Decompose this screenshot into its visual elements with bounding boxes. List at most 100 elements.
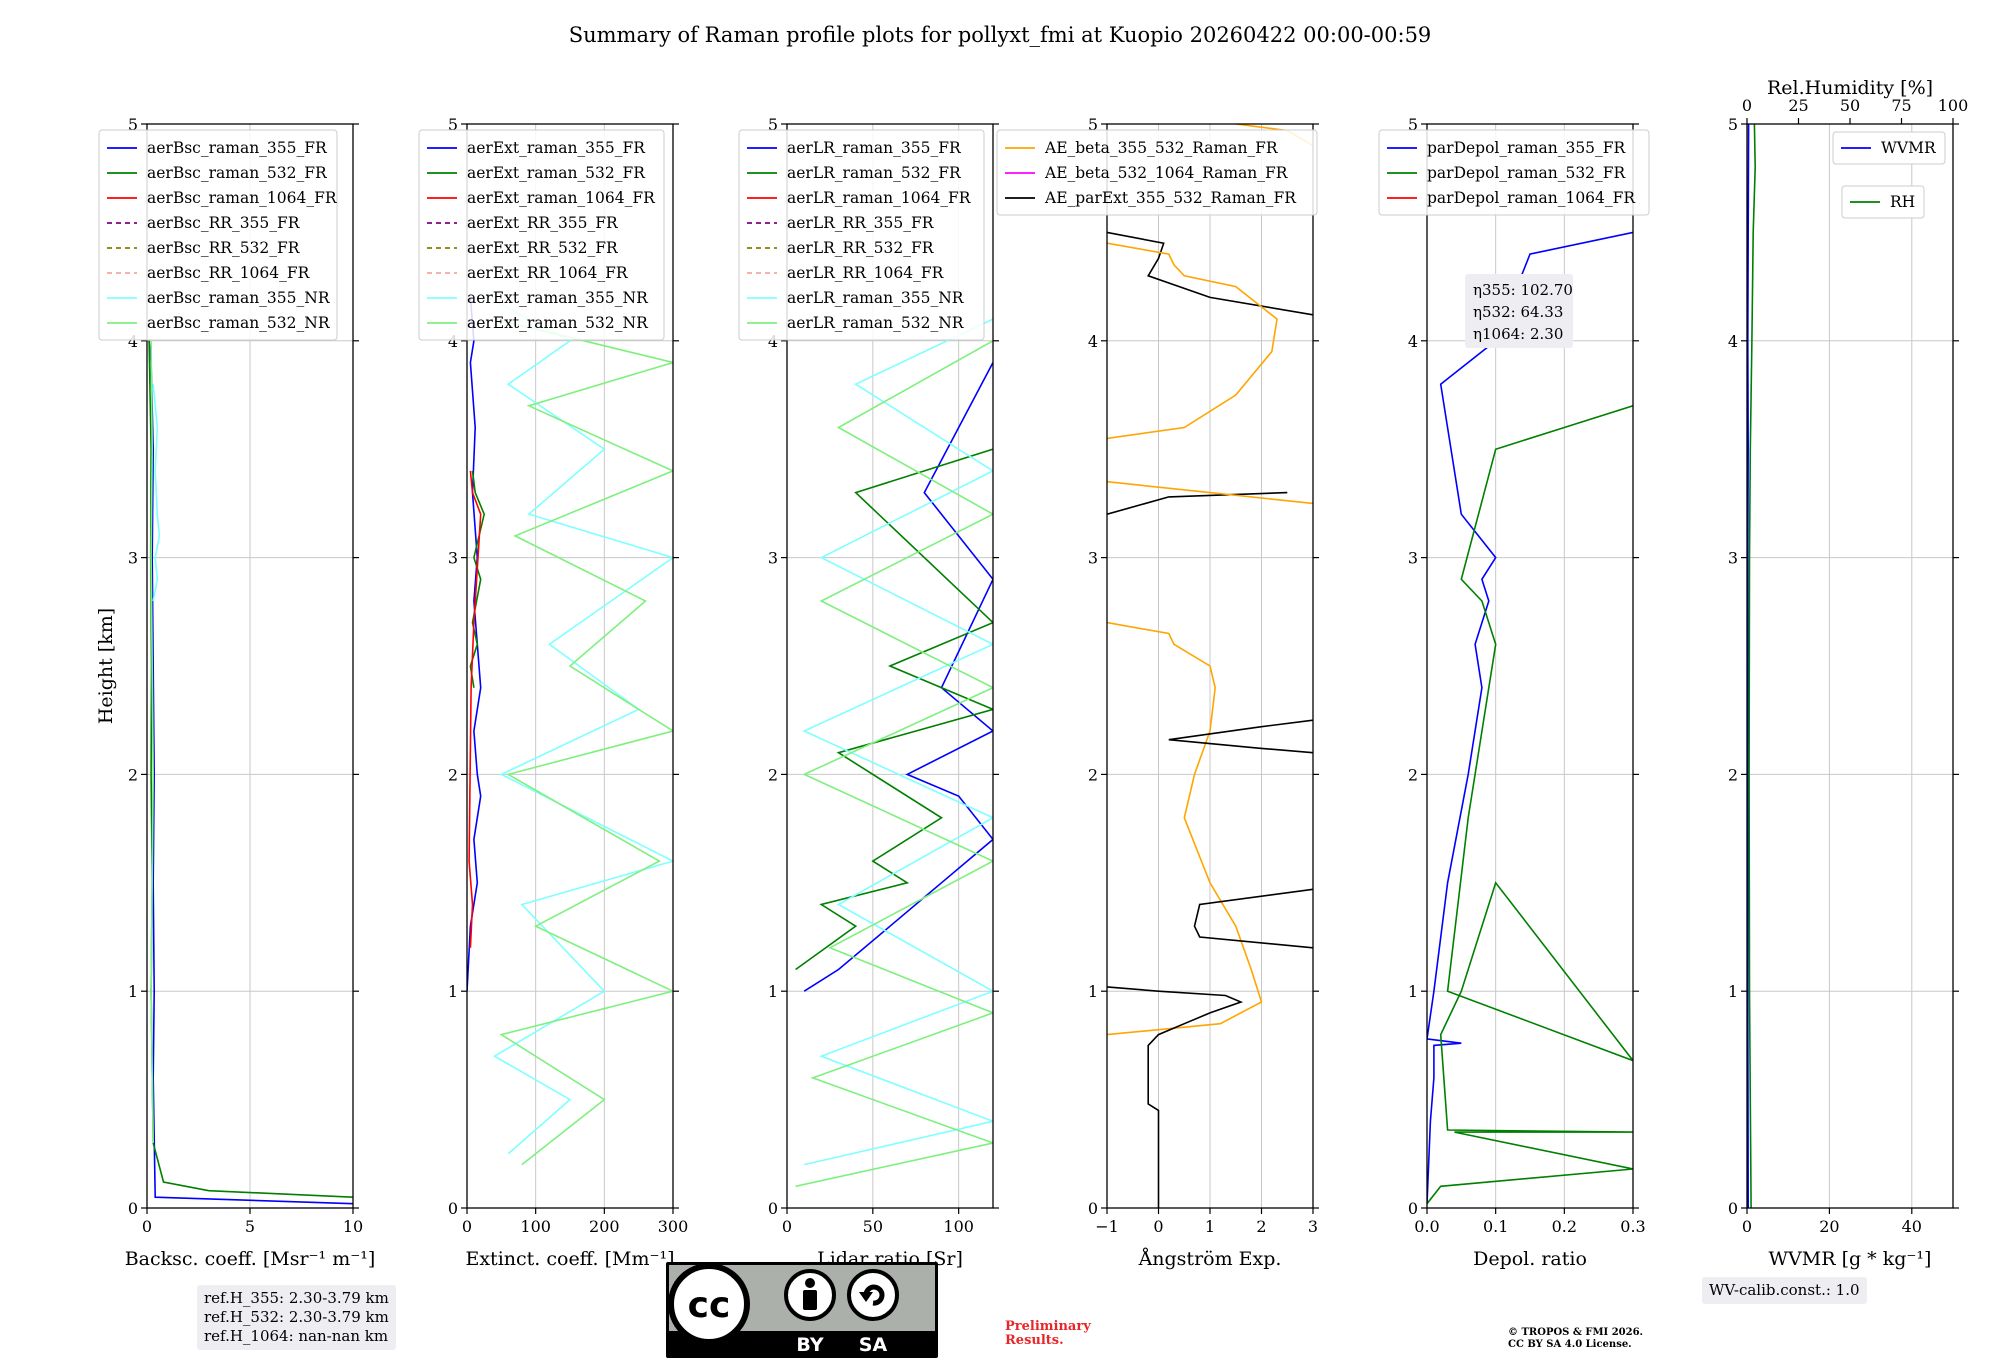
y-tick-label: 5 xyxy=(1728,115,1738,134)
eta-annotation-line: η532: 64.33 xyxy=(1473,303,1563,321)
legend-box xyxy=(1841,185,1925,219)
y-tick-label: 3 xyxy=(448,549,458,568)
series-line-ae-beta-355-532-raman-fr-b xyxy=(1107,242,1278,440)
x-tick-label: 10 xyxy=(343,1217,363,1236)
y-tick-label: 5 xyxy=(768,115,778,134)
legend-box xyxy=(418,129,665,341)
panel-bsc: 0 5 10 0 1 2 3 4 5 Backsc. coeff. [Msr⁻¹ m⁻¹] Heig… xyxy=(95,115,375,1270)
legend-box xyxy=(1378,129,1650,216)
legend-label: aerExt_raman_1064_FR xyxy=(467,189,656,207)
by-label: BY xyxy=(796,1334,823,1356)
panel-wv: 0 20 40 0 1 2 3 4 5 WVMR [g * kg⁻¹] 0 25 50 75 100 Rel.… xyxy=(1728,77,1968,1270)
y-tick-label: 0 xyxy=(1728,1199,1738,1218)
eta-annotation-line: η1064: 2.30 xyxy=(1473,325,1563,343)
x-tick-label: 0.0 xyxy=(1414,1217,1439,1236)
series-line-aerbsc-raman-355-nr xyxy=(152,384,161,602)
series-line-aerext-raman-1064-fr xyxy=(468,470,482,948)
series-line-aerlr-raman-532-nr xyxy=(795,340,993,1188)
legend-label: aerBsc_raman_532_FR xyxy=(147,164,328,182)
legend-label: aerExt_RR_1064_FR xyxy=(467,264,629,282)
y-tick-label: 2 xyxy=(448,765,458,784)
axes-frame xyxy=(1746,123,1954,1209)
legend-label: aerExt_RR_355_FR xyxy=(467,214,619,232)
legend-label: aerLR_raman_1064_FR xyxy=(787,189,972,207)
y-tick-label: 1 xyxy=(1728,982,1738,1001)
x-axis-label: Ångström Exp. xyxy=(1138,1248,1282,1270)
series-line-ae-parext-355-532-raman-fr-b xyxy=(1193,888,1313,949)
preliminary-note: Preliminary Results. xyxy=(1005,1320,1091,1348)
x-tick-label: 0.3 xyxy=(1620,1217,1645,1236)
axes-frame xyxy=(1106,123,1314,1209)
copyright-line-2: CC BY SA 4.0 License. xyxy=(1508,1339,1632,1350)
legend-label: aerBsc_raman_355_NR xyxy=(147,289,331,307)
legend-label: aerExt_raman_532_NR xyxy=(467,314,649,332)
x-tick-label: 300 xyxy=(658,1217,689,1236)
legend-label: parDepol_raman_532_FR xyxy=(1427,164,1627,182)
sa-share-icon xyxy=(847,1269,899,1321)
legend-label: aerBsc_raman_532_NR xyxy=(147,314,331,332)
y-tick-label: 0 xyxy=(768,1199,778,1218)
cc-text: cc xyxy=(688,1285,731,1326)
series-line-aerext-raman-532-nr xyxy=(494,318,673,1166)
copyright-line-1: © TROPOS & FMI 2026. xyxy=(1508,1327,1644,1338)
x-tick-label: 0 xyxy=(1153,1217,1163,1236)
top-x-tick-label: 100 xyxy=(1938,96,1969,115)
series-line-aerlr-raman-355-nr xyxy=(802,318,993,1166)
legend-label: aerExt_raman_355_NR xyxy=(467,289,649,307)
y-tick-label: 4 xyxy=(1088,332,1098,351)
legend-box xyxy=(996,129,1318,216)
refh-355: ref.H_355: 2.30-3.79 km xyxy=(204,1289,389,1307)
eta-annotation-box xyxy=(1465,274,1573,348)
x-tick-label: 50 xyxy=(863,1217,883,1236)
x-axis-label: Depol. ratio xyxy=(1473,1248,1587,1270)
series-line-ae-parext-355-532-raman-fr-d xyxy=(1107,491,1288,515)
legend-label: aerBsc_raman_1064_FR xyxy=(147,189,338,207)
x-tick-label: 0 xyxy=(1742,1217,1752,1236)
y-tick-label: 2 xyxy=(128,765,138,784)
refh-1064: ref.H_1064: nan-nan km xyxy=(204,1327,389,1345)
x-tick-label: 0.1 xyxy=(1483,1217,1508,1236)
wv-calib-text: WV-calib.const.: 1.0 xyxy=(1709,1281,1860,1299)
y-tick-label: 0 xyxy=(128,1199,138,1218)
legend-label: parDepol_raman_1064_FR xyxy=(1427,189,1636,207)
y-tick-label: 4 xyxy=(128,332,138,351)
prelim-line-1: Preliminary xyxy=(1005,1319,1091,1334)
axes-frame xyxy=(146,123,354,1209)
legend-label: AE_parExt_355_532_Raman_FR xyxy=(1044,189,1297,207)
x-tick-label: 1 xyxy=(1205,1217,1215,1236)
x-tick-label: 0 xyxy=(462,1217,472,1236)
series-line-aerext-raman-355-fr xyxy=(467,297,482,992)
y-tick-label: 4 xyxy=(1408,332,1418,351)
y-tick-label: 4 xyxy=(448,332,458,351)
x-tick-label: 100 xyxy=(943,1217,974,1236)
x-tick-label: 3 xyxy=(1308,1217,1318,1236)
legend-label: aerLR_RR_532_FR xyxy=(787,239,935,257)
y-tick-label: 3 xyxy=(768,549,778,568)
series-line-pardepol-raman-532-fr xyxy=(1427,405,1633,1205)
series-line-aerbsc-raman-355-fr xyxy=(148,340,353,1205)
series-line-pardepol-raman-355-fr xyxy=(1427,231,1633,1204)
series-line-wvmr xyxy=(1747,124,1750,1208)
y-tick-label: 5 xyxy=(1088,115,1098,134)
x-axis-label: Extinct. coeff. [Mm⁻¹] xyxy=(465,1248,674,1270)
y-tick-label: 0 xyxy=(1088,1199,1098,1218)
y-tick-label: 2 xyxy=(1728,765,1738,784)
x-tick-label: −1 xyxy=(1095,1217,1119,1236)
top-x-tick-label: 50 xyxy=(1840,96,1860,115)
y-tick-label: 1 xyxy=(1088,982,1098,1001)
y-tick-label: 0 xyxy=(448,1199,458,1218)
reference-height-box: ref.H_355: 2.30-3.79 km ref.H_532: 2.30-… xyxy=(197,1285,396,1350)
y-tick-label: 3 xyxy=(1728,549,1738,568)
series-line-ae-parext-355-532-raman-fr-c xyxy=(1168,719,1313,754)
legend-label: aerBsc_raman_355_FR xyxy=(147,139,328,157)
series-line-aerlr-raman-532-fr xyxy=(795,448,993,971)
legend-box xyxy=(738,129,985,341)
x-tick-label: 20 xyxy=(1819,1217,1839,1236)
top-x-tick-label: 75 xyxy=(1891,96,1911,115)
y-tick-label: 4 xyxy=(768,332,778,351)
legend-label: aerExt_raman_355_FR xyxy=(467,139,646,157)
legend-label: RH xyxy=(1890,193,1915,211)
